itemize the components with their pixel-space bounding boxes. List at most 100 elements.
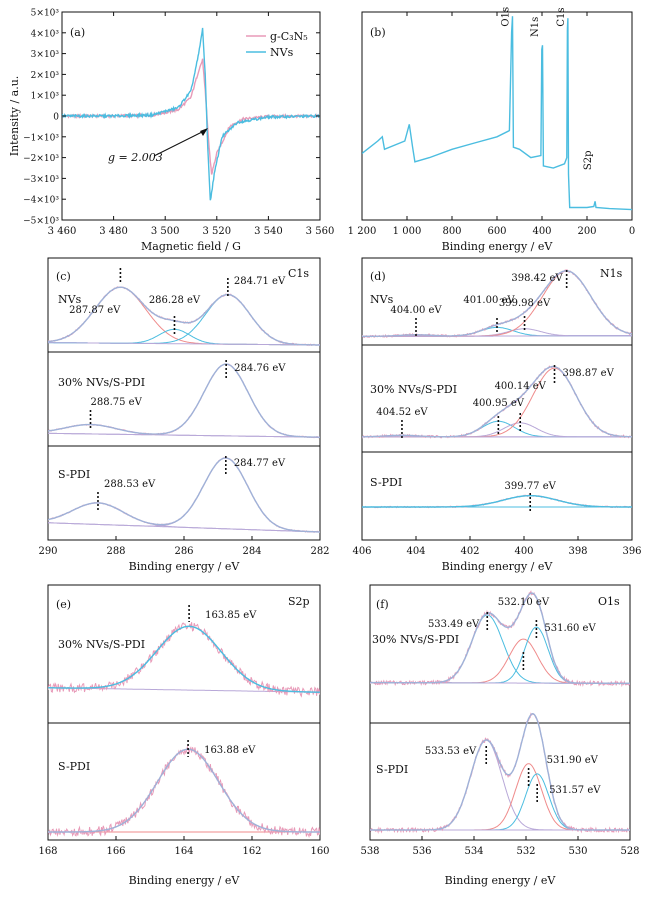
panel-d-label: (d) [370,270,386,283]
fit-envelope-line [48,625,320,693]
fit-envelope-line [48,363,320,438]
panel-c-xlabel: Binding energy / eV [129,560,241,573]
x-tick-label: 200 [577,226,596,237]
peak-label: 401.00 eV [463,295,515,306]
panel-c-element-label: C1s [288,267,309,280]
panel-c-sample-composite: 30% NVs/S-PDI [58,376,145,389]
peak-label: S2p [583,150,594,170]
panel-d-element-label: N1s [600,267,623,280]
peak-label: 404.52 eV [376,407,428,418]
x-tick-label: 400 [532,226,551,237]
panel-d-xlabel: Binding energy / eV [442,560,554,573]
panel-a: 3 460 3 480 3 500 3 520 3 540 3 560 5×10³ 4×10³… [8,9,334,254]
peak-label: 400.95 eV [473,398,525,409]
peak-label: 284.77 eV [234,458,286,469]
y-tick-label: 2×10³ [31,71,60,81]
panel-e-xlabel: Binding energy / eV [129,874,241,887]
x-tick-label: 164 [174,846,193,857]
panel-c-sample-spdi: S-PDI [58,468,90,481]
background-line [48,522,320,533]
peak-label: 287.87 eV [69,305,121,316]
peak-label: 532.10 eV [498,597,550,608]
y-tick-label: −4×10³ [23,196,59,206]
y-tick-label: 5×10³ [31,9,60,19]
panel-b: 1 200 1 000 800 600 400 200 0 O1s N1s C1s S2p (b)… [348,7,636,253]
fit-component-line [370,773,630,831]
x-tick-label: 288 [106,546,125,557]
peak-label: 533.53 eV [425,746,477,757]
x-tick-label: 1 200 [348,226,377,237]
raw-spectrum-line [48,622,320,698]
panel-f-ticks: 538 536 534 532 530 528 [360,836,640,857]
peak-label: 399.77 eV [505,481,557,492]
panel-d-sample-nvs: NVs [370,293,394,306]
x-tick-label: 3 480 [99,226,128,237]
panel-f-peak-labels: 533.49 eV 532.10 eV 531.60 eV 533.53 eV 531.… [425,597,601,804]
panel-e-peak-labels: 163.85 eV 163.88 eV [187,605,257,757]
peak-label: O1s [501,7,512,27]
panel-f-frame [369,584,631,841]
panel-a-legend: g-C₃N₅ NVs [246,30,308,59]
panel-f-element-label: O1s [598,595,620,608]
x-tick-label: 528 [620,846,639,857]
arrow-head-icon [200,128,208,136]
x-tick-label: 282 [310,546,329,557]
background-line [362,335,632,337]
x-tick-label: 160 [310,846,329,857]
peak-label: 288.75 eV [91,397,143,408]
x-tick-label: 400 [514,546,533,557]
x-tick-label: 402 [460,546,479,557]
peak-label: N1s [530,17,541,37]
peak-label: 163.85 eV [205,610,257,621]
panel-b-xlabel: Binding energy / eV [442,240,554,253]
background-line [48,342,320,346]
x-tick-label: 168 [38,846,57,857]
x-tick-label: 3 500 [151,226,180,237]
panel-e-label: (e) [56,598,71,611]
x-tick-label: 290 [38,546,57,557]
epr-series-line [62,27,320,201]
x-tick-label: 3 520 [202,226,231,237]
panel-e: 168 166 164 162 160 163.85 eV 163.88 eV (e) S… [38,584,330,887]
panel-e-frame [47,584,321,841]
panel-d-series [362,269,632,509]
panel-f-sample-spdi: S-PDI [376,763,408,776]
peak-label: 404.00 eV [390,305,442,316]
panel-b-ticks: 1 200 1 000 800 600 400 200 0 [348,12,635,237]
x-tick-label: 3 460 [48,226,77,237]
peak-label: 400.14 eV [495,381,547,392]
x-tick-label: 800 [442,226,461,237]
panel-a-label: (a) [70,26,85,39]
panel-e-sample-spdi: S-PDI [58,760,90,773]
panel-e-sample-composite: 30% NVs/S-PDI [58,638,145,651]
x-tick-label: 532 [516,846,535,857]
x-tick-label: 538 [360,846,379,857]
peak-label: 531.60 eV [544,623,596,634]
panel-c-label: (c) [56,270,71,283]
panel-d-sample-composite: 30% NVs/S-PDI [370,383,457,396]
fit-component-line [48,625,320,693]
legend-label-nvs: NVs [270,46,294,59]
y-tick-label: −2×10³ [23,154,59,164]
panel-b-frame [361,11,633,221]
legend-label-gc3n5: g-C₃N₅ [270,30,308,43]
y-tick-label: −5×10³ [23,217,59,227]
peak-label: 286.28 eV [149,295,201,306]
y-tick-label: 3×10³ [31,50,60,60]
x-tick-label: 166 [106,846,125,857]
panel-d-sample-spdi: S-PDI [370,476,402,489]
x-tick-label: 286 [174,546,193,557]
fit-envelope-line [362,270,632,338]
x-tick-label: 396 [622,546,641,557]
x-tick-label: 404 [406,546,425,557]
fit-envelope-line [362,495,632,508]
panel-f-label: (f) [376,598,389,611]
background-line [48,432,320,438]
peak-label: 531.57 eV [549,785,601,796]
fit-envelope-line [48,286,320,346]
survey-spectrum-line [362,16,632,211]
x-tick-label: 0 [629,226,635,237]
panel-c: 290 288 286 284 282 287.87 eV 286.28 eV 284.71… [38,257,330,573]
x-tick-label: 536 [412,846,431,857]
